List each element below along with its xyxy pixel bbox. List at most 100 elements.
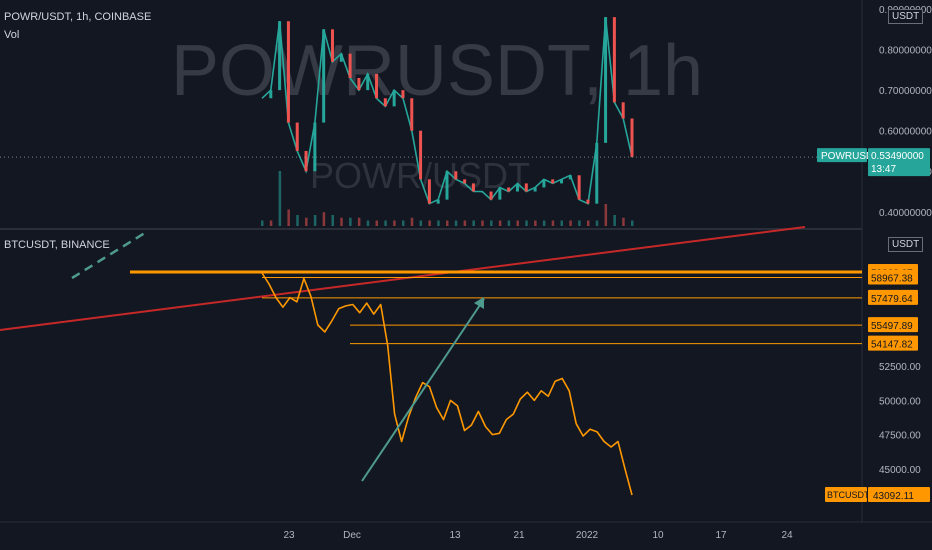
powr-volume-bar [305,217,308,226]
btc-y-tick-label: 50000.00 [879,396,921,407]
btc-y-tick-label: 47500.00 [879,431,921,442]
time-axis-tick-label: 21 [513,530,525,541]
powr-candle [357,77,361,91]
btc-level-tag [868,335,918,351]
powr-volume-bar [490,220,493,226]
powr-volume-bar [463,220,467,226]
top-symbol-label: POWR/USDT, 1h, COINBASE [4,11,152,23]
btc-trend-line [0,226,806,331]
powr-volume-bar [631,220,634,226]
powr-candle [568,175,572,180]
powr-candle [507,187,511,192]
powr-volume-bar [269,220,273,226]
btc-level-tag [868,317,918,333]
powr-symbol-tag-label: POWRUSDT [821,151,879,162]
powr-last-price-value: 0.53490000 [871,151,924,162]
watermark-big: POWRUSDT, 1h [171,31,703,111]
powr-candle [621,102,625,119]
powr-volume-bar [384,220,387,226]
btc-y-tick-label: 45000.00 [879,465,921,476]
powr-candle [286,21,290,123]
btc-last-price-tag [868,487,930,503]
time-axis-tick-label: 13 [449,530,461,541]
powr-volume-bar [446,220,449,226]
powr-y-tick-label: 0.40000000 [879,208,932,219]
btc-arrow-head [474,297,484,309]
powr-candle [339,53,343,62]
time-axis-tick-label: Dec [343,530,361,541]
powr-volume-bar [401,220,405,226]
powr-candle [542,179,546,188]
powr-volume-bar [534,220,537,226]
top-currency-badge[interactable]: USDT [888,9,924,24]
powr-volume-bar [481,220,484,226]
powr-candle [454,171,458,180]
powr-volume-bar [261,220,264,226]
powr-volume-bar [551,220,555,226]
powr-candle [427,179,431,204]
powr-volume-bar [472,220,475,226]
powr-volume-bar [393,220,396,226]
powr-y-tick-label: 0.70000000 [879,86,932,97]
powr-candle [533,187,537,192]
btc-price-line [261,272,633,496]
powr-candle [489,191,493,200]
powr-countdown: 13:47 [871,164,896,175]
powr-volume-bar [604,204,608,226]
powr-candle [498,187,502,200]
powr-volume-bar [578,220,581,226]
powr-volume-bar [278,171,282,226]
powr-volume-bar [428,220,431,226]
volume-label: Vol [4,29,20,41]
powr-volume-bar [542,220,546,226]
powr-volume-bar [287,209,290,226]
powr-candle [612,17,616,103]
powr-candle [471,183,475,192]
btc-y-tick-label: 52500.00 [879,362,921,373]
powr-volume-bar [419,220,423,226]
powr-candle [604,17,608,143]
powr-candle [330,29,334,62]
powr-volume-bar [507,220,511,226]
time-axis-tick-label: 23 [283,530,295,541]
time-axis-tick-label: 24 [781,530,793,541]
powr-candle [295,122,299,151]
btc-level-tag-label: 57479.64 [871,294,913,305]
powr-candle [366,73,370,91]
powr-candle [560,179,564,184]
powr-candle [436,199,440,204]
powr-volume-bar [296,215,299,226]
powr-volume-bar [366,220,370,226]
btc-level-tag-label: 55497.89 [871,321,913,332]
powr-candle [304,150,308,172]
powr-candle [445,171,449,200]
powr-y-tick-label: 0.80000000 [879,46,932,57]
powr-volume-bar [357,217,361,226]
powr-candle [551,179,555,184]
powr-candle [348,53,352,78]
powr-volume-bar [595,220,599,226]
powr-last-price-tag [868,148,930,177]
powr-volume-bar [613,215,616,226]
powr-candle [278,21,282,91]
btc-symbol-tag [825,487,867,503]
powr-candle [595,142,599,204]
btc-level-tag [868,269,918,285]
powr-candle [515,183,519,192]
powr-candle [313,122,317,172]
btc-arrow-line [361,298,485,482]
powr-volume-bar [313,215,317,226]
powr-candle [410,98,414,131]
time-axis-tick-label: 17 [715,530,727,541]
powr-candle [480,191,484,193]
powr-volume-bar [516,220,519,226]
powr-volume-bar [437,220,440,226]
powr-candle [419,130,423,180]
powr-volume-bar [454,220,458,226]
bottom-currency-badge[interactable]: USDT [888,237,924,252]
powr-volume-bar [410,217,414,226]
powr-candle [524,183,528,192]
powr-symbol-tag [817,148,867,163]
